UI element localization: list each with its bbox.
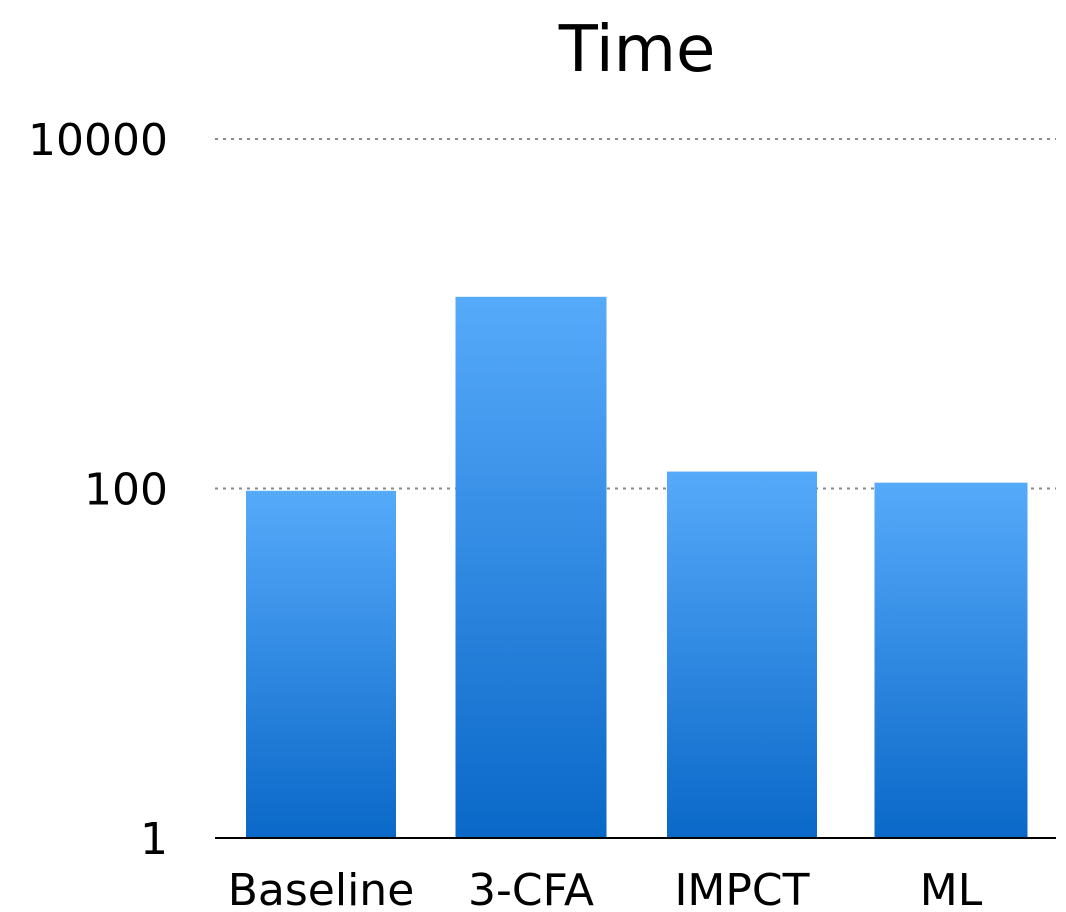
bar-3-cfa	[455, 296, 607, 839]
bars	[246, 296, 1028, 839]
x-tick-label: ML	[920, 865, 983, 912]
x-tick-label: IMPCT	[674, 865, 809, 912]
bar-ml	[874, 482, 1028, 838]
y-tick-labels: 1 100 10000	[28, 115, 168, 865]
bar-baseline	[246, 490, 396, 838]
y-tick-label: 1	[140, 814, 168, 865]
x-tick-label: 3-CFA	[468, 865, 594, 912]
x-tick-labels: Baseline 3-CFA IMPCT ML	[228, 865, 983, 912]
y-tick-label: 100	[84, 465, 168, 516]
grid-lines	[215, 138, 1056, 490]
bar-impct	[667, 471, 817, 838]
chart-title: Time	[558, 13, 716, 87]
y-tick-label: 10000	[28, 115, 168, 166]
x-tick-label: Baseline	[228, 865, 415, 912]
